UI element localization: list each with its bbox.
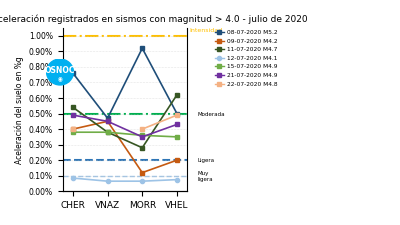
Y-axis label: Aceleración del suelo en %g: Aceleración del suelo en %g — [15, 56, 24, 164]
Legend: 08-07-2020 M5.2, 09-07-2020 M4.2, 11-07-2020 M4.7, 12-07-2020 M4.1, 15-07-2020 M: 08-07-2020 M5.2, 09-07-2020 M4.2, 11-07-… — [213, 28, 280, 89]
Text: ◉: ◉ — [58, 76, 62, 81]
Title: Niveles de aceleración registrados en sismos con magnitud > 4.0 - julio de 2020: Niveles de aceleración registrados en si… — [0, 15, 308, 25]
Text: Intensidad: Intensidad — [189, 28, 222, 33]
Circle shape — [46, 59, 74, 85]
Text: OSNOC: OSNOC — [45, 66, 75, 75]
